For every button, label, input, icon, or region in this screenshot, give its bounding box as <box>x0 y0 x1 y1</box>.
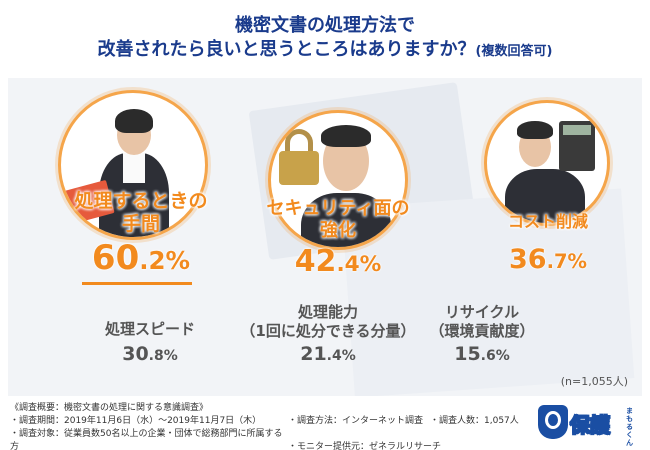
value-security-int: 42 <box>294 244 337 279</box>
photo-circle-cost <box>484 100 610 226</box>
chart-title: 機密文書の処理方法で 改善されたら良いと思うところはありますか？(複数回答可) <box>0 14 650 64</box>
title-line2-sub: (複数回答可) <box>475 44 553 59</box>
value-capacity: 21.4% <box>258 343 398 365</box>
sample-size-note: (n=1,055人) <box>560 375 628 388</box>
value-capacity-int: 21 <box>300 343 327 365</box>
label-security-line2: 強化 <box>320 220 356 241</box>
photo-circle-security <box>268 110 408 250</box>
calculator-screen <box>563 125 591 135</box>
label-hassle: 処理するときの 手間 <box>36 190 246 236</box>
photo-circle-hassle <box>58 90 208 240</box>
label-cost: コスト削減 <box>478 212 618 232</box>
value-cost: 36.7% <box>478 244 618 275</box>
label-cost-line1: コスト削減 <box>507 212 588 231</box>
logo-suffix: まもるくん <box>626 407 633 447</box>
value-security-dec: .4% <box>336 252 382 277</box>
person-body <box>301 193 391 247</box>
label-hassle-line1: 処理するときの <box>74 190 208 212</box>
title-line2: 改善されたら良いと思うところはありますか？(複数回答可) <box>0 38 650 64</box>
value-cost-dec: .7% <box>546 250 587 273</box>
brand-logo: 保護 まもるくん <box>538 403 642 447</box>
value-recycle: 15.6% <box>412 343 552 365</box>
survey-heading: 《調査概要：機密文書の処理に関する意識調査》 <box>10 403 209 413</box>
top-answer-underline <box>82 282 192 285</box>
title-line1: 機密文書の処理方法で <box>235 15 415 36</box>
padlock-shackle-icon <box>285 129 313 155</box>
label-recycle: リサイクル （環境貢献度） <box>412 303 552 341</box>
survey-method: ・調査方法：インターネット調査 <box>288 416 424 426</box>
survey-count: ・調査人数：1,057人 <box>430 416 519 426</box>
label-speed-line1: 処理スピード <box>104 320 195 338</box>
survey-provider: ・モニター提供元：ゼネラルリサーチ <box>288 442 442 450</box>
person-hair <box>321 125 371 147</box>
value-security: 42.4% <box>268 244 408 279</box>
survey-period: ・調査期間：2019年11月6日（水）～2019年11月7日（木） <box>10 416 262 426</box>
survey-target: ・調査対象：従業員数50名以上の企業・団体で総務部門に所属する方 <box>10 429 283 450</box>
label-security: セキュリティ面の 強化 <box>252 198 424 242</box>
person-hair <box>115 109 153 133</box>
shield-icon <box>538 405 568 439</box>
label-speed: 処理スピード <box>80 320 220 339</box>
calculator-icon <box>559 121 595 171</box>
padlock-icon <box>279 151 319 185</box>
person-shirt <box>123 153 145 183</box>
value-speed: 30.8% <box>80 343 220 365</box>
value-cost-int: 36 <box>509 244 547 275</box>
survey-row-2: ・調査対象：従業員数50名以上の企業・団体で総務部門に所属する方 ・モニター提供元… <box>10 428 519 450</box>
label-capacity: 処理能力 （1回に処分できる分量） <box>228 303 428 341</box>
person-body <box>505 169 585 223</box>
value-capacity-dec: .4% <box>326 348 356 364</box>
label-security-line1: セキュリティ面の <box>266 198 410 219</box>
shield-emblem <box>545 411 561 429</box>
label-capacity-line2: （1回に処分できる分量） <box>240 322 416 340</box>
label-capacity-line1: 処理能力 <box>297 303 358 321</box>
value-hassle-int: 60 <box>91 238 140 278</box>
survey-summary: 《調査概要：機密文書の処理に関する意識調査》 ・調査期間：2019年11月6日（… <box>10 402 519 450</box>
value-speed-int: 30 <box>122 343 149 365</box>
person-hair <box>517 121 553 139</box>
label-recycle-line1: リサイクル <box>444 303 520 321</box>
value-recycle-dec: .6% <box>480 348 510 364</box>
value-hassle-dec: .2% <box>139 246 191 275</box>
title-line2-main: 改善されたら良いと思うところはありますか？ <box>97 39 476 60</box>
value-recycle-int: 15 <box>454 343 481 365</box>
value-speed-dec: .8% <box>148 348 178 364</box>
logo-text: 保護 <box>569 412 610 437</box>
value-hassle: 60.2% <box>56 238 226 278</box>
survey-row-1: ・調査期間：2019年11月6日（水）～2019年11月7日（木） ・調査方法：イ… <box>10 415 519 428</box>
label-hassle-line2: 手間 <box>121 213 160 235</box>
label-recycle-line2: （環境貢献度） <box>429 322 535 340</box>
